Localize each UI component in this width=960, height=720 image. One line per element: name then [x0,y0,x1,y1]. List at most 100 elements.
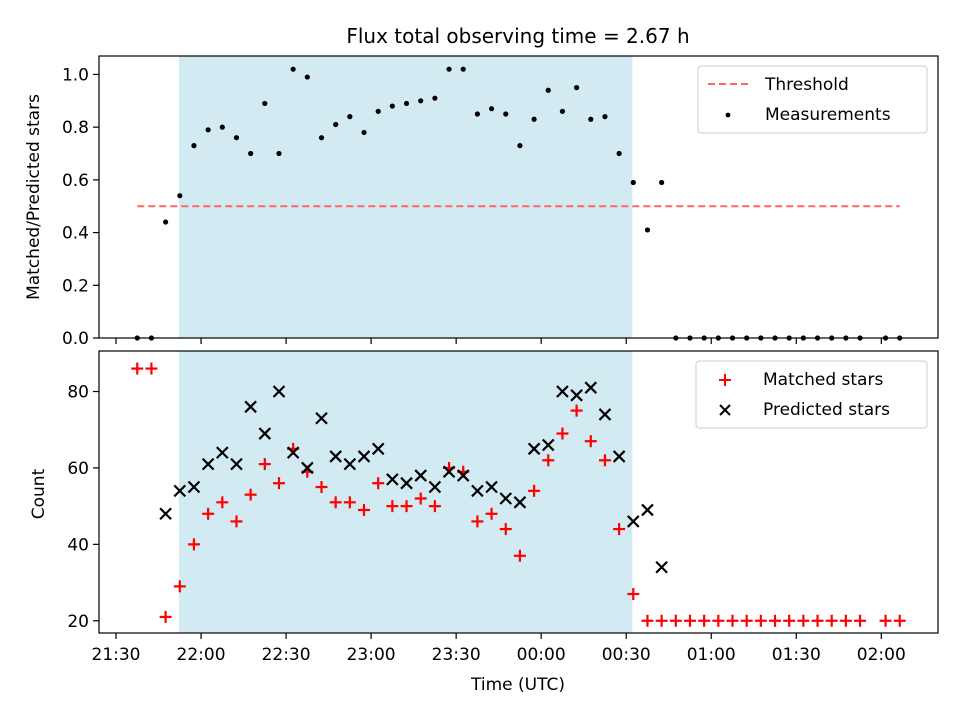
matched-point [698,614,711,627]
predicted-point [456,469,470,482]
matched-point [216,496,229,509]
matched-point [669,614,682,627]
measurement-point [333,121,339,128]
matched-point [272,477,285,490]
bottom-y-tick-label: 20 [67,612,89,632]
predicted-point [187,480,201,494]
matched-point [329,496,342,509]
measurement-point [630,179,636,186]
matched-point [230,515,243,528]
matched-point [879,614,892,627]
predicted-point [442,465,456,479]
measurement-point [304,74,310,80]
predicted-point [471,484,484,498]
bottom-legend-box [695,360,928,429]
predicted-point [612,450,626,463]
predicted-point [527,442,541,456]
predicted-point [655,560,668,574]
matched-point [131,362,144,375]
measurement-point [446,66,452,72]
top-y-tick-label: 0.4 [62,224,89,244]
predicted-point [598,408,612,421]
matched-point [811,614,824,627]
matched-point [598,454,611,467]
measurement-point [574,85,580,91]
predicted-point [641,503,654,517]
matched-point [187,538,200,551]
bottom-y-tick-label: 80 [67,383,89,403]
predicted-point [400,476,413,490]
matched-point [244,488,257,501]
matched-point [471,515,484,528]
top-axes-frame [98,55,939,339]
matched-point [159,610,172,623]
measurement-point [233,135,240,141]
matched-point [542,454,555,467]
measurement-point [659,179,665,186]
predicted-point [584,381,598,394]
matched-point [315,481,328,494]
legend-measurements-label: Measurements [765,105,891,125]
predicted-point [216,446,229,459]
measurement-point [545,87,551,93]
top-y-tick-label: 1.0 [62,65,89,85]
matched-point [655,614,668,627]
measurement-point [403,100,410,107]
predicted-point [272,385,286,398]
matched-point [358,503,371,516]
predicted-point [386,473,399,486]
matched-point [839,614,852,627]
x-tick-label: 23:00 [347,645,396,665]
matched-point [428,500,441,513]
predicted-point [541,438,555,452]
matched-point [400,500,413,513]
matched-point [145,362,158,375]
measurement-point [347,114,353,120]
top-x-ticks [115,338,882,344]
matched-point [386,500,399,513]
top-y-tick-label: 0.2 [62,276,89,296]
bottom-y-tick-label: 60 [67,459,89,479]
chart-title: Flux total observing time = 2.67 h [346,24,689,48]
top-measurements-group [134,66,903,341]
measurement-point [517,143,523,149]
bottom-y-tick-label: 40 [67,535,89,555]
bottom-axes-frame [98,350,939,634]
predicted-point [485,480,498,494]
measurement-point [559,108,566,114]
matched-point [372,477,385,490]
matched-point [783,614,796,627]
top-observing-window [178,56,633,338]
top-y-axis-label: Matched/Predicted stars [24,94,44,300]
predicted-point [513,496,527,509]
measurement-point [177,193,183,199]
legend-matched-label: Matched stars [763,370,883,390]
measurement-point [602,114,608,120]
measurement-point [191,143,197,149]
matched-point [683,614,696,627]
predicted-point [428,480,442,494]
measurement-point [503,111,509,117]
matched-point [202,507,215,520]
predicted-point [173,484,187,498]
predicted-point [244,400,257,414]
x-tick-label: 01:00 [687,645,736,665]
top-y-tick-label: 0.0 [62,329,89,349]
top-legend-box [697,65,928,134]
measurement-point [644,227,651,233]
legend-matched-swatch [719,374,731,386]
matched-point [740,614,753,627]
predicted-point [230,457,243,471]
matched-point [513,549,526,562]
predicted-point [201,457,215,471]
bottom-y-ticks: 20 40 60 80 [67,383,99,632]
matched-point [797,614,810,627]
measurement-point [205,127,211,133]
predicted-point [556,385,569,398]
measurement-point [262,100,268,107]
top-panel: 0.0 0.2 0.4 0.6 0.8 1.0 Matched/Predicted sta… [24,55,939,349]
measurement-point [248,150,254,157]
x-tick-label: 22:00 [177,645,226,665]
bottom-y-axis-label: Count [29,468,49,519]
